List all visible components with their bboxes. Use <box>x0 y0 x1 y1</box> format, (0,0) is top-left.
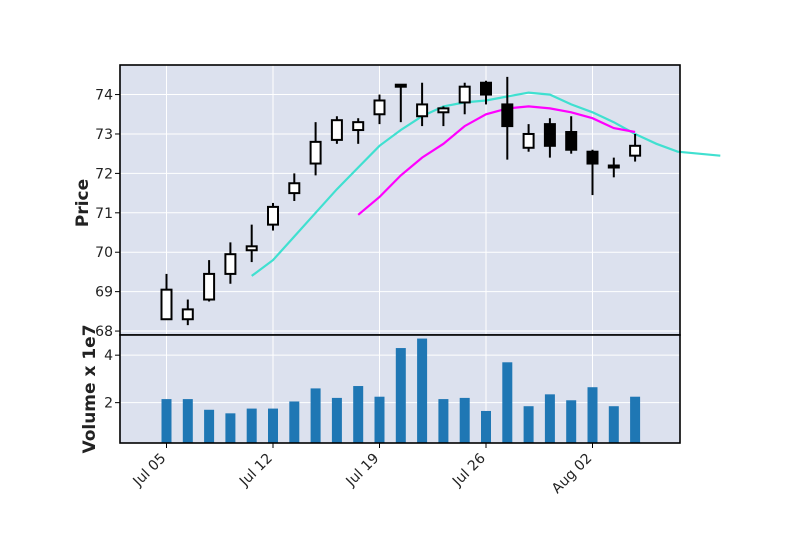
candle <box>160 273 173 321</box>
x-tick-label: Jul 05 <box>130 451 170 491</box>
volume-bar <box>395 348 406 443</box>
candle-body <box>160 288 173 321</box>
volume-bar <box>353 386 364 443</box>
volume-bar <box>374 396 385 443</box>
candle <box>394 83 407 123</box>
candle-body <box>480 81 492 96</box>
candle-body <box>586 150 599 165</box>
volume-bar <box>438 399 449 443</box>
volume-bar <box>161 399 172 443</box>
candle-body <box>203 272 216 301</box>
candles <box>160 76 642 326</box>
candle <box>203 260 216 302</box>
x-ticks: Jul 05 Jul 12 Jul 19 Jul 26 Aug 02 <box>130 443 595 497</box>
price-y-tick-label: 70 <box>95 245 113 261</box>
volume-bar <box>246 408 257 443</box>
candle <box>288 173 301 201</box>
price-y-tick-label: 69 <box>95 285 113 301</box>
candle <box>330 116 343 144</box>
volume-bar <box>268 408 278 443</box>
candle <box>437 106 450 127</box>
volume-bar <box>566 400 577 443</box>
candle-body <box>373 99 386 116</box>
candle <box>565 116 578 154</box>
x-tick-label: Jul 12 <box>236 451 276 491</box>
volume-bar <box>544 394 555 443</box>
candle-body <box>437 107 450 114</box>
volume-bar <box>481 410 491 443</box>
candle-body <box>607 164 620 169</box>
price-axis-title: Price <box>73 179 93 227</box>
volume-bar <box>204 409 215 443</box>
candle <box>245 224 258 263</box>
candle <box>373 94 386 125</box>
volume-bar <box>502 362 513 443</box>
candle-body <box>629 144 642 157</box>
candle <box>309 122 322 176</box>
price-panel: 68 69 70 71 72 73 74 Price <box>73 64 721 340</box>
candle <box>267 202 279 231</box>
candle-body <box>394 83 407 88</box>
price-y-ticks: 68 69 70 71 72 73 74 <box>95 88 120 340</box>
candle-body <box>416 103 429 118</box>
candle <box>543 118 556 158</box>
candle-body <box>458 85 471 104</box>
candle-body <box>181 308 194 321</box>
candle-body <box>224 253 237 275</box>
candle <box>522 124 535 152</box>
x-tick-label: Aug 02 <box>549 451 595 497</box>
candle-body <box>352 121 365 132</box>
volume-axis-title: Volume x 1e7 <box>80 324 100 453</box>
volume-bar <box>225 413 236 443</box>
volume-bar <box>310 388 321 443</box>
volume-panel: 24 Volume x 1e7 <box>80 324 681 454</box>
candle <box>586 149 599 196</box>
candle-body <box>543 123 556 147</box>
candle <box>501 76 514 160</box>
volume-bar <box>331 397 342 443</box>
price-y-tick-label: 74 <box>95 88 113 104</box>
candle-body <box>245 245 258 252</box>
x-tick-label: Jul 26 <box>449 450 489 490</box>
candle-body <box>288 182 301 195</box>
price-y-tick-label: 73 <box>95 127 113 143</box>
price-y-tick-label: 71 <box>95 206 113 222</box>
candle-body <box>267 205 279 226</box>
candle-body <box>522 132 535 149</box>
volume-bar <box>587 387 598 443</box>
volume-bar <box>182 399 193 443</box>
candle <box>352 118 365 144</box>
candle-body <box>309 140 322 165</box>
volume-y-tick-label: 4 <box>104 348 113 364</box>
volume-y-tick-label: 2 <box>104 396 113 412</box>
moving-average-line-2 <box>357 105 636 216</box>
x-tick-label: Jul 19 <box>343 451 383 491</box>
volume-bar <box>608 406 619 443</box>
candle <box>480 80 492 105</box>
volume-y-ticks: 24 <box>104 348 120 412</box>
price-y-tick-label: 68 <box>95 324 113 340</box>
price-y-tick-label: 72 <box>95 166 113 182</box>
candle <box>607 157 620 178</box>
volume-panel-frame <box>119 334 681 444</box>
candle <box>416 82 429 127</box>
candle-body <box>330 119 343 141</box>
volume-bars <box>161 338 641 443</box>
candle <box>224 242 237 284</box>
candle <box>629 133 642 162</box>
candle-body <box>565 131 578 151</box>
volume-bar <box>417 338 428 443</box>
volume-bar <box>289 401 300 443</box>
volume-bar <box>630 396 641 443</box>
candle <box>458 82 471 115</box>
volume-bar <box>459 397 470 443</box>
volume-bar <box>523 406 534 443</box>
candle-body <box>501 103 514 128</box>
candle <box>181 299 194 326</box>
